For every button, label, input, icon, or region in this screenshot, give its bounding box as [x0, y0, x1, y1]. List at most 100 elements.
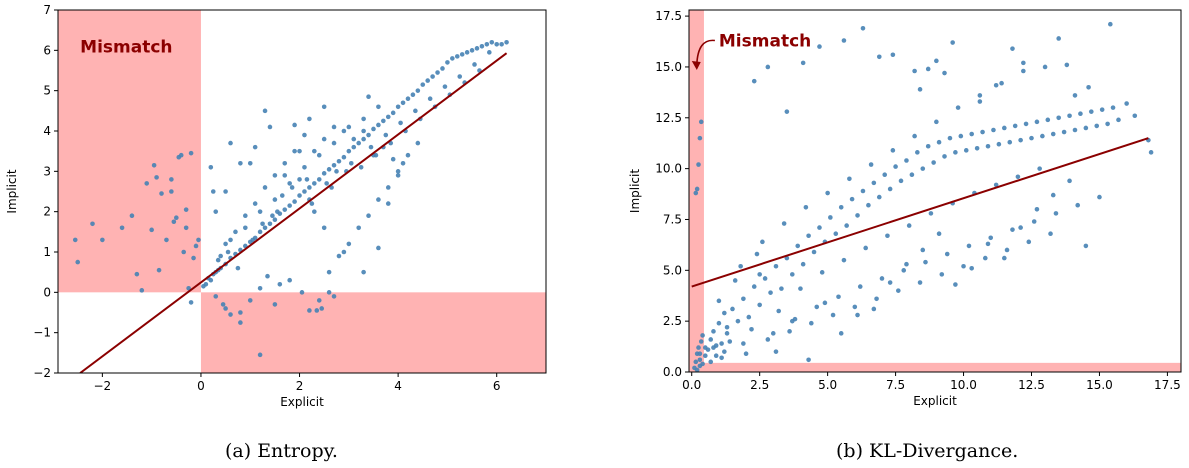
scatter-point: [719, 355, 724, 361]
scatter-point: [977, 93, 983, 98]
scatter-point: [326, 290, 332, 295]
scatter-point: [385, 201, 391, 206]
scatter-point: [223, 189, 228, 194]
scatter-point: [164, 237, 169, 243]
scatter-point: [267, 221, 273, 227]
scatter-point: [961, 263, 966, 269]
scatter-point: [287, 203, 292, 208]
scatter-point: [383, 132, 389, 138]
scatter-point: [321, 104, 327, 110]
scatter-point: [1072, 93, 1078, 98]
scatter-point: [1018, 137, 1023, 143]
y-tick-label: 17.5: [655, 9, 682, 23]
scatter-point: [319, 306, 325, 311]
scatter-point: [307, 185, 312, 190]
scatter-point: [279, 193, 285, 198]
scatter-point: [890, 52, 896, 58]
scatter-point: [947, 135, 953, 141]
scatter-point: [188, 300, 194, 305]
scatter-point: [936, 139, 942, 145]
scatter-point: [75, 259, 81, 265]
scatter-point: [331, 294, 337, 299]
scatter-point: [1083, 125, 1089, 131]
x-axis-label: Explicit: [913, 394, 957, 408]
scatter-point: [100, 237, 105, 243]
scatter-point: [376, 122, 381, 128]
scatter-point: [925, 143, 931, 149]
scatter-point: [292, 148, 297, 154]
x-tick-label: −2: [94, 379, 112, 393]
scatter-point: [920, 247, 926, 253]
scatter-point: [1023, 121, 1029, 127]
scatter-point: [901, 268, 907, 273]
scatter-point: [936, 231, 942, 237]
scatter-point: [435, 70, 440, 75]
scatter-point: [716, 298, 722, 304]
scatter-point: [321, 136, 327, 142]
scatter-point: [696, 345, 701, 350]
scatter-point: [754, 251, 760, 257]
scatter-point: [1099, 107, 1105, 112]
plot-frame: [57, 9, 547, 374]
scatter-point: [366, 132, 371, 138]
scatter-point: [469, 48, 475, 53]
scatter-point: [356, 140, 361, 146]
scatter-point: [312, 209, 317, 214]
scatter-point: [814, 304, 820, 310]
scatter-point: [499, 41, 504, 47]
x-tick-label: 2: [296, 379, 304, 393]
scatter-point: [1050, 192, 1056, 198]
scatter-point: [425, 78, 430, 83]
scatter-point: [358, 165, 364, 170]
scatter-point: [1132, 113, 1138, 119]
scatter-point: [210, 189, 216, 194]
scatter-point: [243, 225, 248, 231]
scatter-point: [1004, 247, 1010, 253]
scatter-point: [1042, 64, 1048, 70]
scatter-point: [779, 286, 784, 291]
scatter-point: [1037, 166, 1042, 171]
scatter-point: [376, 245, 381, 251]
scatter-point: [215, 257, 221, 263]
scatter-point: [336, 158, 342, 164]
scatter-point: [806, 233, 811, 239]
scatter-point: [838, 331, 844, 336]
scatter-point: [395, 169, 401, 174]
y-tick-label: 5: [43, 84, 51, 98]
scatter-point: [765, 64, 771, 70]
scatter-point: [169, 177, 174, 182]
scatter-point: [302, 189, 307, 194]
scatter-point: [282, 160, 288, 166]
scatter-point: [489, 39, 495, 45]
scatter-point: [694, 367, 700, 373]
scatter-point: [857, 284, 863, 289]
scatter-point: [828, 215, 833, 220]
scatter-point: [381, 118, 386, 124]
scatter-point: [803, 204, 809, 210]
scatter-point: [773, 349, 779, 354]
y-tick-label: 2.5: [663, 314, 682, 328]
scatter-point: [297, 148, 302, 154]
scatter-point: [896, 288, 901, 293]
scatter-point: [297, 193, 302, 198]
y-tick-label: 15.0: [655, 60, 682, 74]
scatter-point: [988, 235, 994, 241]
scatter-point: [708, 359, 714, 365]
scatter-point: [1010, 46, 1015, 51]
scatter-point: [348, 160, 354, 166]
scatter-point: [860, 26, 866, 31]
scatter-point: [376, 104, 381, 110]
scatter-point: [169, 189, 174, 194]
scatter-point: [760, 239, 765, 245]
scatter-point: [727, 339, 733, 344]
scatter-point: [1031, 219, 1037, 224]
scatter-point: [876, 54, 882, 60]
scatter-point: [719, 341, 724, 346]
scatter-point: [751, 78, 757, 84]
scatter-point: [1007, 139, 1013, 145]
scatter-point: [262, 108, 268, 114]
scatter-point: [361, 128, 366, 134]
scatter-point: [267, 124, 273, 130]
scatter-point: [847, 176, 852, 182]
scatter-point: [314, 308, 320, 313]
